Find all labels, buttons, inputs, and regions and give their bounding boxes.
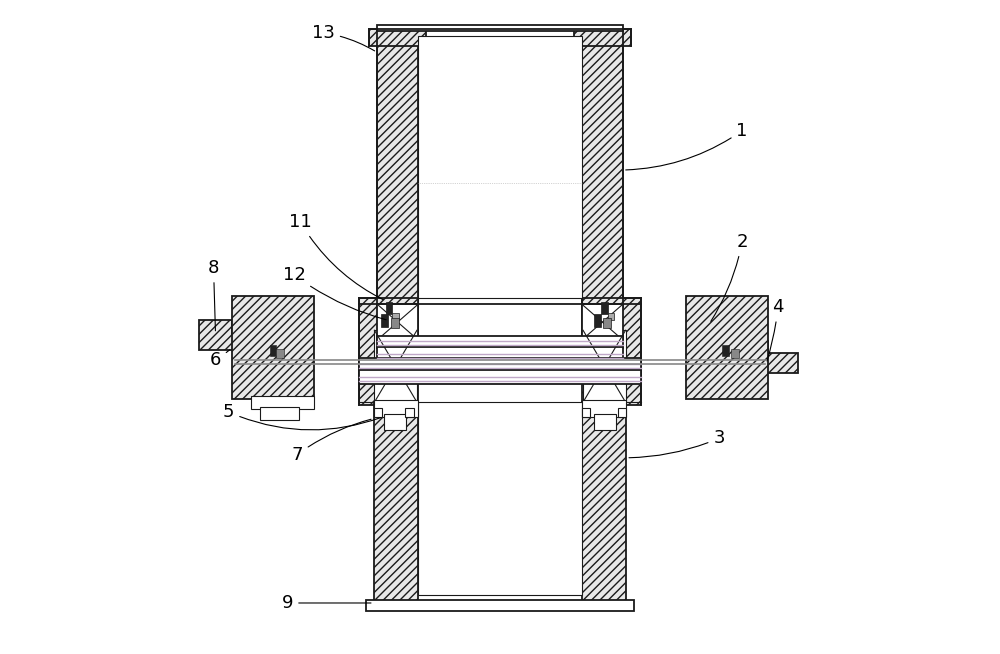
Bar — [418, 36, 582, 298]
Bar — [418, 402, 582, 595]
Text: 3: 3 — [629, 429, 725, 458]
Bar — [260, 407, 299, 420]
Bar — [374, 408, 382, 417]
Bar — [582, 408, 590, 417]
Bar — [574, 29, 631, 46]
Bar — [608, 313, 614, 320]
Bar — [384, 414, 406, 430]
Polygon shape — [374, 402, 418, 603]
Text: 2: 2 — [711, 233, 748, 321]
Polygon shape — [232, 296, 314, 399]
Bar — [603, 318, 611, 328]
Bar — [582, 400, 626, 417]
Bar — [618, 408, 626, 417]
Bar — [377, 25, 623, 31]
Text: 7: 7 — [292, 419, 371, 464]
Bar — [722, 345, 729, 356]
Polygon shape — [686, 296, 768, 399]
Bar — [377, 304, 418, 340]
Bar — [369, 29, 426, 46]
Bar — [366, 600, 634, 611]
Polygon shape — [359, 298, 418, 405]
Text: 13: 13 — [312, 24, 375, 51]
Bar — [405, 408, 414, 417]
Bar — [377, 347, 623, 361]
Polygon shape — [377, 29, 418, 307]
Bar — [594, 314, 601, 327]
Text: 8: 8 — [208, 259, 219, 331]
Bar — [582, 304, 623, 340]
Text: 11: 11 — [289, 213, 383, 300]
Text: 1: 1 — [626, 122, 748, 170]
Text: 9: 9 — [282, 594, 371, 612]
Bar — [276, 349, 284, 358]
Bar — [270, 345, 276, 356]
Bar — [377, 336, 623, 348]
Text: 5: 5 — [223, 403, 381, 430]
Bar — [601, 302, 608, 314]
Bar — [359, 358, 641, 370]
Polygon shape — [582, 402, 626, 603]
Bar — [386, 302, 392, 314]
Bar — [392, 313, 399, 320]
Text: 12: 12 — [283, 266, 386, 320]
Bar — [359, 370, 641, 384]
Bar — [583, 330, 626, 402]
Bar — [391, 318, 399, 328]
Polygon shape — [703, 307, 755, 341]
Polygon shape — [582, 298, 641, 405]
Bar — [251, 396, 314, 409]
Bar — [731, 349, 739, 358]
Bar — [374, 400, 418, 417]
Polygon shape — [735, 341, 798, 373]
Polygon shape — [199, 320, 251, 350]
Polygon shape — [582, 29, 623, 307]
Text: 6: 6 — [210, 350, 230, 369]
Bar — [374, 330, 417, 402]
Bar — [594, 414, 616, 430]
Bar — [381, 314, 388, 327]
Text: 4: 4 — [767, 298, 784, 361]
